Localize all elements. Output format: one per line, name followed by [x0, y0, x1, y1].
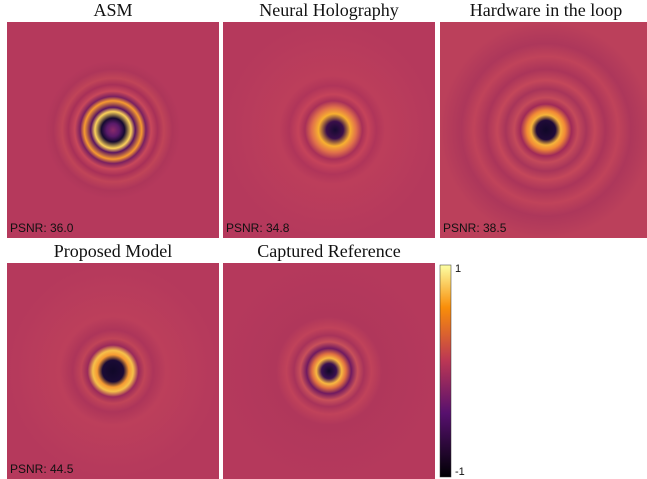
psnr-label: PSNR: 34.8	[226, 221, 290, 235]
panel-title: Neural Holography	[259, 0, 398, 20]
image-panel	[7, 263, 219, 479]
image-panel	[223, 22, 435, 238]
psnr-label: PSNR: 36.0	[10, 221, 74, 235]
panel-title: Proposed Model	[54, 241, 173, 261]
panels: ASM PSNR: 36.0 Neural Holography PSNR: 34.8…	[7, 0, 647, 479]
psnr-label: PSNR: 38.5	[443, 221, 507, 235]
psnr-label: PSNR: 44.5	[10, 462, 74, 476]
image-panel	[223, 263, 435, 479]
panel-title: Captured Reference	[257, 241, 400, 261]
panel-title: ASM	[93, 0, 132, 20]
colorbar-max: 1	[455, 263, 461, 275]
panel-title: Hardware in the loop	[470, 0, 622, 20]
image-panel	[440, 22, 647, 238]
image-panel	[7, 22, 219, 238]
colorbar	[439, 264, 452, 478]
colorbar-min: -1	[455, 466, 465, 478]
